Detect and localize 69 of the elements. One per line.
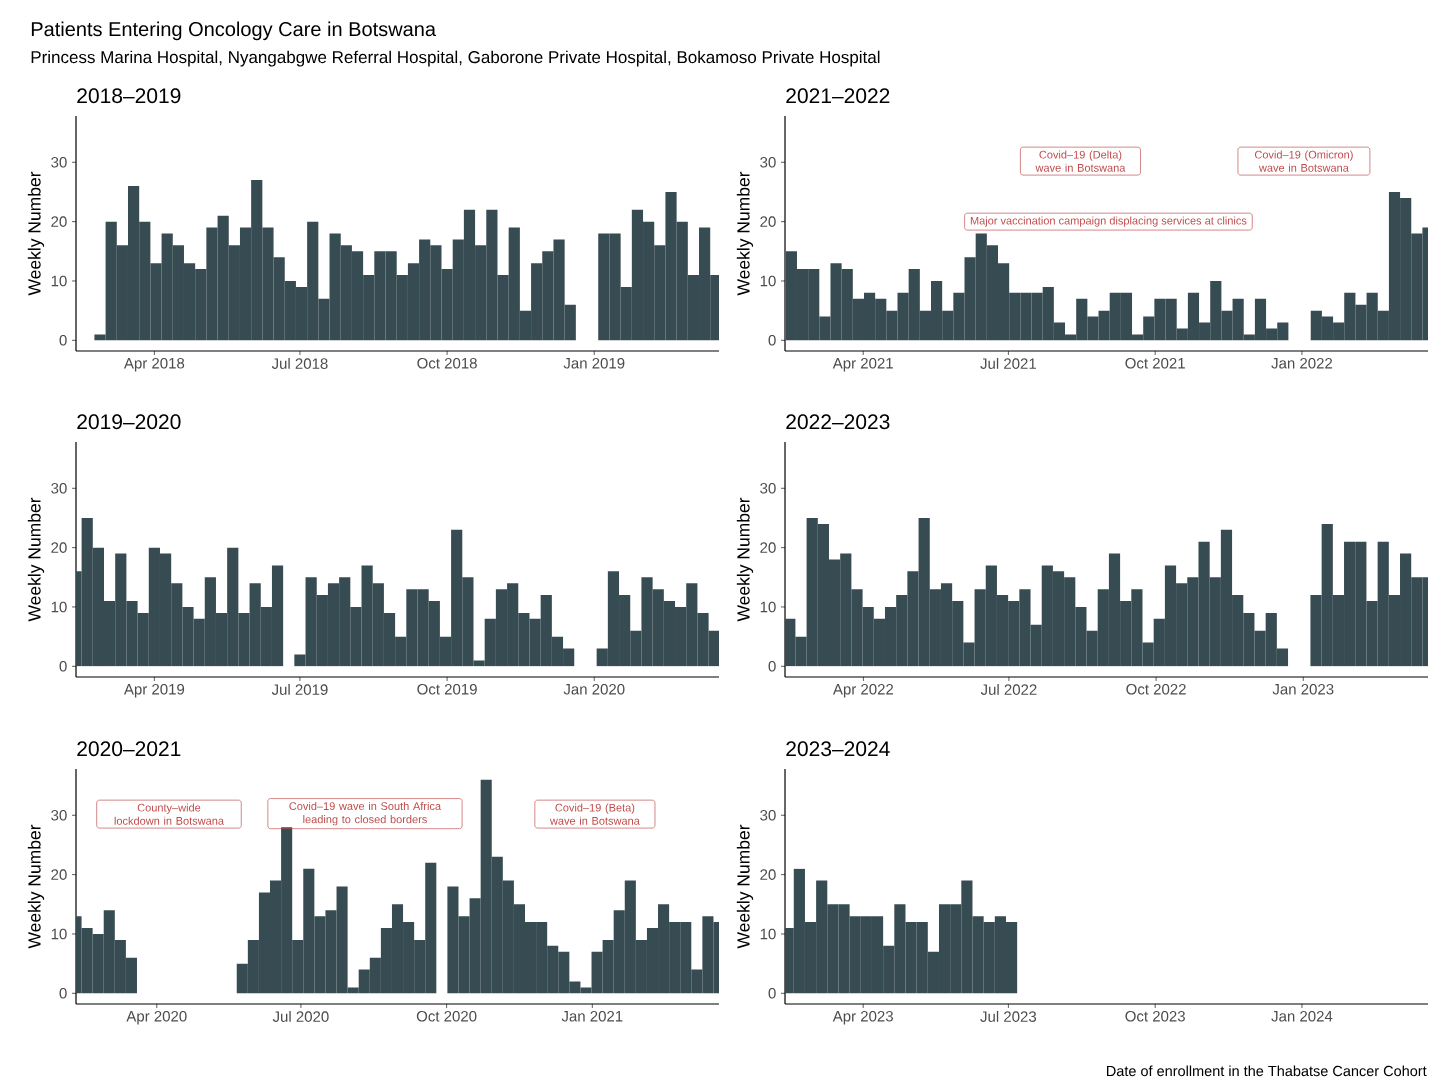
x-tick-label: Jul 2019 [271, 683, 328, 695]
y-tick-label: 30 [760, 156, 776, 168]
y-tick-label: 20 [760, 216, 776, 227]
chart-title: 2020–2021 [77, 741, 181, 757]
text: Patients Entering Oncology Care in Botswana [31, 21, 436, 41]
y-tick-label: 10 [760, 275, 776, 287]
x-tick-label: Oct 2020 [416, 1010, 477, 1022]
x-tick-label: Oct 2023 [1125, 1010, 1185, 1022]
x-tick-label: Jul 2021 [980, 357, 1036, 369]
y-tick-label: 20 [51, 869, 67, 880]
chart-title: 2021–2022 [786, 88, 890, 104]
x-tick-label: Jan 2021 [561, 1010, 623, 1022]
y-tick-label: 10 [51, 601, 67, 613]
y-tick-label: 30 [760, 482, 776, 494]
annotation: Covid–19 (Beta) wave in Botswana [549, 803, 640, 825]
x-tick-label: Jan 2019 [563, 357, 625, 369]
y-tick-label: 0 [59, 661, 67, 672]
y-tick-label: 10 [760, 928, 776, 940]
annotation: Covid–19 (Delta) wave in Botswana [1035, 150, 1126, 172]
x-tick-label: Jan 2020 [563, 683, 625, 695]
text: Date of enrollment in the Thabatse Cancer Cohort [1107, 1065, 1427, 1077]
y-tick-label: 0 [768, 661, 776, 672]
y-axis-title: Weekly Number [27, 824, 45, 949]
x-tick-label: Apr 2019 [123, 683, 185, 698]
x-tick-label: Apr 2021 [832, 357, 893, 372]
y-axis-title: Weekly Number [736, 824, 754, 949]
x-tick-label: Apr 2018 [123, 357, 185, 372]
x-tick-label: Apr 2022 [832, 683, 894, 698]
y-tick-label: 0 [768, 335, 776, 346]
chart-title: 2019–2020 [77, 414, 181, 430]
y-axis-title: Weekly Number [27, 171, 45, 296]
y-tick-label: 0 [59, 988, 67, 999]
y-tick-label: 30 [51, 482, 67, 494]
y-tick-label: 10 [51, 275, 67, 287]
x-tick-label: Oct 2022 [1126, 683, 1186, 695]
x-tick-label: Apr 2023 [832, 1010, 893, 1025]
y-tick-label: 0 [768, 988, 776, 999]
y-tick-label: 20 [760, 542, 776, 553]
annotation: Major vaccination campaign displacing services at clinics [970, 216, 1247, 227]
annotation: Covid–19 wave in South Africa leading to closed borders [289, 801, 442, 826]
text: Princess Marina Hospital, Nyangabgwe Referral Hospital, Gaborone Private Hospital, Bokamoso Private Hospital [31, 50, 880, 67]
annotation: Covid–19 (Omicron) wave in Botswana [1254, 150, 1353, 172]
y-tick-label: 10 [760, 601, 776, 613]
y-tick-label: 20 [760, 869, 776, 880]
x-tick-label: Oct 2021 [1125, 357, 1185, 369]
x-tick-label: Jan 2023 [1272, 683, 1334, 695]
chart-title: 2022–2023 [786, 414, 890, 430]
y-axis-title: Weekly Number [27, 497, 45, 622]
x-tick-label: Apr 2020 [126, 1010, 187, 1025]
x-tick-label: Jul 2023 [980, 1010, 1037, 1022]
x-tick-label: Jul 2020 [272, 1010, 329, 1022]
chart-title: 2023–2024 [786, 741, 890, 757]
x-tick-label: Jan 2024 [1271, 1010, 1333, 1022]
x-tick-label: Jul 2022 [980, 683, 1037, 695]
y-tick-label: 10 [51, 928, 67, 940]
y-tick-label: 30 [51, 156, 67, 168]
annotation: County–wide lockdown in Botswana [114, 803, 224, 825]
x-tick-label: Jan 2022 [1271, 357, 1333, 369]
x-tick-label: Oct 2019 [417, 683, 477, 695]
x-tick-label: Oct 2018 [417, 357, 477, 369]
y-tick-label: 30 [51, 809, 67, 821]
y-tick-label: 30 [760, 809, 776, 821]
x-tick-label: Jul 2018 [271, 357, 328, 369]
chart-title: 2018–2019 [77, 88, 181, 104]
y-tick-label: 0 [59, 335, 67, 346]
y-tick-label: 20 [51, 216, 67, 227]
y-axis-title: Weekly Number [736, 171, 754, 296]
y-axis-title: Weekly Number [736, 497, 754, 622]
y-tick-label: 20 [51, 542, 67, 553]
